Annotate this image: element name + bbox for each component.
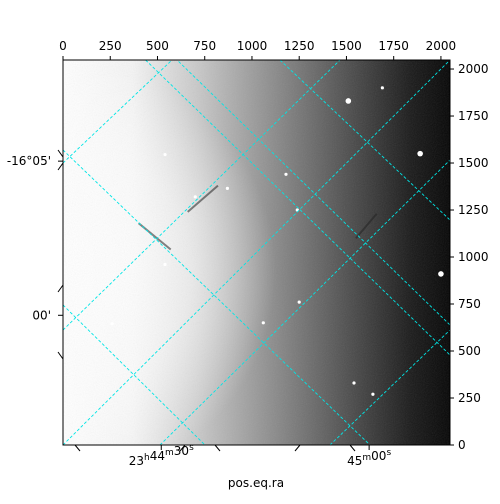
- dec-tick-label-1: 00': [32, 308, 51, 322]
- right-tick-label-6: 1500: [458, 156, 489, 170]
- bottom-minor-tick-4: [294, 444, 301, 452]
- left-minor-tick-0: [57, 149, 64, 158]
- dec-gridline-3: [63, 304, 206, 445]
- bottom-minor-tick-2: [349, 444, 356, 452]
- ra-gridline-4: [329, 329, 450, 445]
- streak-1: [355, 213, 378, 239]
- plot-frame: [62, 59, 451, 446]
- star-0: [345, 98, 352, 104]
- star-8: [193, 195, 197, 199]
- right-tick-label-3: 750: [458, 297, 481, 311]
- top-tick-label-5: 1250: [284, 39, 315, 53]
- left-minor-tick-3: [57, 284, 64, 293]
- top-tick-label-6: 1500: [331, 39, 362, 53]
- top-pixel-axis: 0 250 500 750 1000 1250 1500 1750 2000: [59, 39, 456, 60]
- right-tick-label-4: 1000: [458, 250, 489, 264]
- star-7: [110, 322, 114, 326]
- bottom-ra-axis: 23h44m30s 45m00s: [74, 443, 391, 468]
- top-tick-label-8: 2000: [426, 39, 457, 53]
- ra-tick-label-1: 45m00s: [347, 448, 391, 468]
- star-layer: [110, 86, 444, 396]
- right-tick-label-5: 1250: [458, 203, 489, 217]
- right-pixel-axis: 0 250 500 750 1000 1250 1500 1750 2000: [450, 62, 489, 452]
- star-5: [297, 300, 301, 304]
- top-tick-label-1: 250: [99, 39, 122, 53]
- star-1: [417, 150, 423, 157]
- left-minor-tick-1: [57, 162, 64, 171]
- star-14: [380, 86, 384, 90]
- left-minor-tick-2: [57, 351, 64, 360]
- top-tick-label-0: 0: [59, 39, 67, 53]
- x-axis-label: pos.eq.ra: [228, 476, 284, 490]
- coordinate-grid: [63, 60, 450, 445]
- ra-gridline-2: [63, 60, 450, 445]
- dec-gridline-0: [63, 149, 371, 445]
- streak-2: [187, 184, 219, 213]
- right-tick-label-0: 0: [458, 438, 466, 452]
- right-tick-label-2: 500: [458, 344, 481, 358]
- ra-gridline-1: [63, 60, 341, 331]
- top-tick-label-7: 1750: [378, 39, 409, 53]
- right-tick-label-7: 1750: [458, 109, 489, 123]
- top-tick-label-2: 500: [146, 39, 169, 53]
- star-11: [371, 392, 375, 396]
- star-13: [225, 186, 229, 190]
- ra-gridline-3: [159, 159, 450, 445]
- star-3: [163, 262, 167, 267]
- star-9: [284, 172, 288, 176]
- top-tick-label-4: 1000: [237, 39, 268, 53]
- dec-gridline-2: [176, 60, 450, 326]
- bottom-minor-tick-1: [214, 444, 221, 452]
- bottom-minor-tick-3: [179, 444, 186, 452]
- star-6: [261, 321, 265, 325]
- dec-tick-label-0: -16°05': [7, 154, 51, 168]
- star-2: [438, 271, 444, 277]
- right-tick-label-8: 2000: [458, 62, 489, 76]
- star-10: [163, 152, 167, 157]
- left-dec-axis: -16°05' 00': [7, 149, 64, 360]
- star-12: [352, 381, 356, 385]
- bottom-minor-tick-0: [74, 444, 81, 452]
- right-tick-label-1: 250: [458, 391, 481, 405]
- top-tick-label-3: 750: [193, 39, 216, 53]
- dec-gridline-4: [279, 60, 450, 221]
- ra-tick-label-0: 23h44m30s: [129, 443, 194, 468]
